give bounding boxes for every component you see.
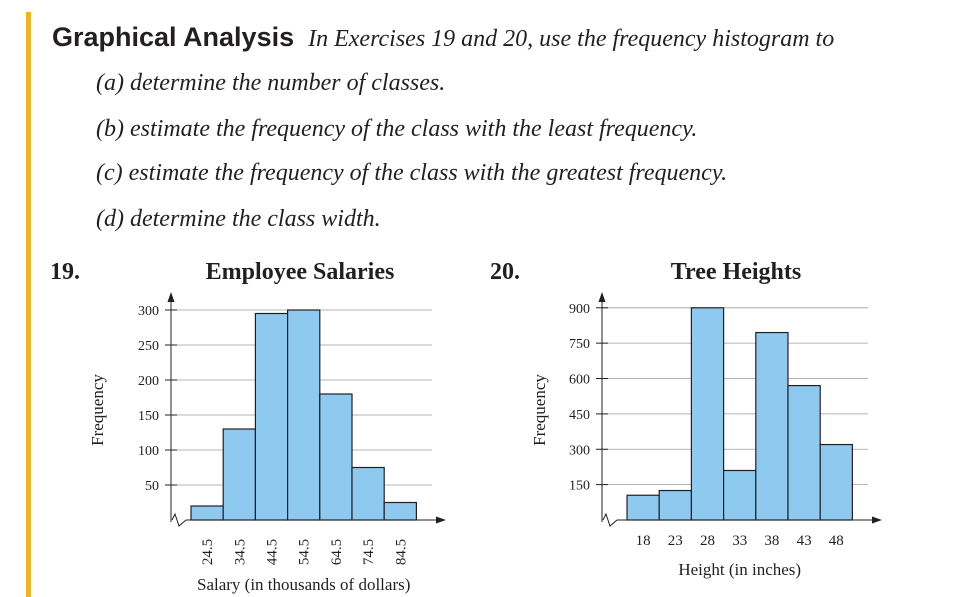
chart-20-y-tick-label: 300 (569, 443, 590, 458)
chart-20-y-tick-label: 150 (569, 479, 590, 494)
instruction-item-b: (b) estimate the frequency of the class … (96, 116, 698, 142)
chart-20-axis-break (602, 512, 618, 527)
chart-19-bar (351, 466, 385, 521)
chart-19-x-tick-label: 54.5 (297, 539, 313, 565)
chart-19-bar (319, 393, 353, 521)
chart-19-y-tick-label: 50 (145, 479, 159, 494)
chart-20-y-axis-title: Frequency (530, 374, 549, 446)
chart-19-x-tick-label: 44.5 (265, 539, 281, 565)
chart-20-x-tick-label: 18 (636, 533, 651, 549)
chart-20-bar (755, 331, 789, 521)
chart-20-x-tick-label: 48 (829, 533, 844, 549)
chart-20-bar (626, 494, 660, 521)
chart-20-x-tick-label: 28 (700, 533, 715, 549)
chart-20-x-axis-arrow (872, 516, 882, 524)
exercise-20-number: 20. (490, 259, 520, 285)
instructions-intro: In Exercises 19 and 20, use the frequenc… (308, 26, 835, 52)
instruction-item-c: (c) estimate the frequency of the class … (96, 160, 728, 186)
chart-20-bar (787, 385, 821, 521)
chart-19-x-tick-label: 64.5 (329, 539, 345, 565)
chart-20-bar (690, 307, 725, 521)
chart-20-y-tick-label: 450 (569, 408, 590, 423)
chart-19-bar (383, 501, 418, 521)
chart-19-x-tick-label: 84.5 (393, 539, 409, 565)
chart-20-bar (722, 469, 757, 521)
chart-20-y-axis-arrow (598, 292, 606, 302)
chart-19-y-tick-label: 150 (138, 409, 159, 424)
chart-20-bar (658, 489, 693, 521)
chart-19-axis-break (171, 512, 187, 527)
exercise-19-number: 19. (50, 259, 80, 285)
chart-19-bar (222, 428, 256, 521)
chart-19-x-axis-arrow (436, 516, 446, 524)
section-label: Graphical Analysis (52, 22, 295, 52)
chart-20-y-tick-label: 900 (569, 302, 590, 317)
chart-20-x-tick-label: 33 (732, 533, 747, 549)
instruction-item-a: (a) determine the number of classes. (96, 70, 446, 96)
chart-20-x-tick-label: 38 (764, 533, 779, 549)
chart-19-y-axis-title: Frequency (88, 374, 107, 446)
chart-20-x-axis-title: Height (in inches) (678, 560, 801, 579)
chart-20-y-tick-label: 750 (569, 337, 590, 352)
chart-19-x-axis-title: Salary (in thousands of dollars) (197, 575, 410, 594)
chart-19-y-tick-label: 250 (138, 339, 159, 354)
accent-bar (26, 12, 31, 597)
chart-19-x-tick-label: 74.5 (361, 539, 377, 565)
chart-19-y-tick-label: 300 (138, 304, 159, 319)
chart-19-y-axis-arrow (167, 292, 175, 302)
chart-19-title: Employee Salaries (205, 259, 395, 285)
chart-19-y-tick-label: 100 (138, 444, 159, 459)
chart-19-x-tick-label: 24.5 (200, 539, 216, 565)
exercise-heading: Graphical Analysis In Exercises 19 and 2… (52, 22, 834, 53)
chart-20-title: Tree Heights (670, 259, 802, 285)
chart-20-x-tick-label: 23 (668, 533, 683, 549)
instruction-item-d: (d) determine the class width. (96, 206, 381, 232)
chart-19-y-tick-label: 200 (138, 374, 159, 389)
chart-20-bar (819, 443, 854, 521)
chart-19-x-tick-label: 34.5 (232, 539, 248, 565)
chart-20-y-tick-label: 600 (569, 373, 590, 388)
chart-20-x-tick-label: 43 (797, 533, 812, 549)
